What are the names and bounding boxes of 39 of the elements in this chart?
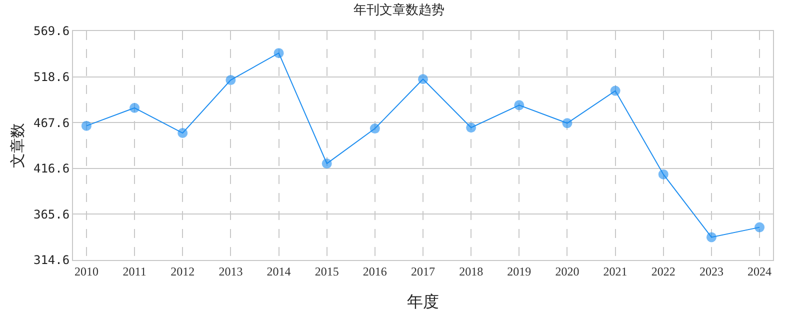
point: [514, 100, 524, 110]
y-tick-label: 569.6: [33, 24, 70, 38]
x-tick-label: 2020: [555, 264, 580, 278]
x-tick-label: 2010: [74, 264, 98, 278]
point: [226, 75, 236, 86]
point: [466, 122, 476, 133]
x-tick-label: 2012: [170, 264, 195, 278]
x-tick-label: 2022: [651, 264, 676, 278]
point: [754, 222, 765, 232]
point: [562, 118, 572, 128]
x-tick-label: 2021: [603, 264, 628, 278]
y-tick-label: 314.6: [33, 253, 70, 268]
y-tick-label: 416.6: [33, 162, 70, 176]
x-tick-label: 2014: [266, 264, 291, 278]
x-tick-label: 2013: [218, 264, 243, 278]
chart-title: 年刊文章数趋势: [354, 2, 444, 18]
x-tick-label: 2015: [314, 264, 339, 278]
x-axis-title: 年度: [407, 293, 439, 312]
point: [418, 74, 428, 84]
point: [610, 86, 620, 96]
point: [81, 120, 92, 131]
y-axis-title: 文章数: [10, 123, 27, 168]
y-tick-label: 518.6: [33, 70, 70, 84]
x-tick-label: 2018: [459, 264, 484, 278]
x-tick-label: 2024: [748, 264, 772, 278]
point: [370, 124, 380, 134]
y-tick-label: 467.6: [33, 116, 70, 130]
x-tick-label: 2023: [699, 264, 724, 278]
point: [658, 169, 668, 180]
x-tick-label: 2017: [411, 264, 435, 278]
point: [274, 48, 284, 58]
y-tick-label: 365.6: [33, 207, 70, 222]
point: [130, 102, 140, 113]
x-tick-label: 2016: [362, 264, 387, 278]
x-tick-label: 2019: [507, 264, 532, 278]
point: [706, 232, 716, 242]
x-tick-label: 2011: [122, 264, 146, 278]
point: [178, 128, 188, 138]
point: [322, 158, 332, 169]
